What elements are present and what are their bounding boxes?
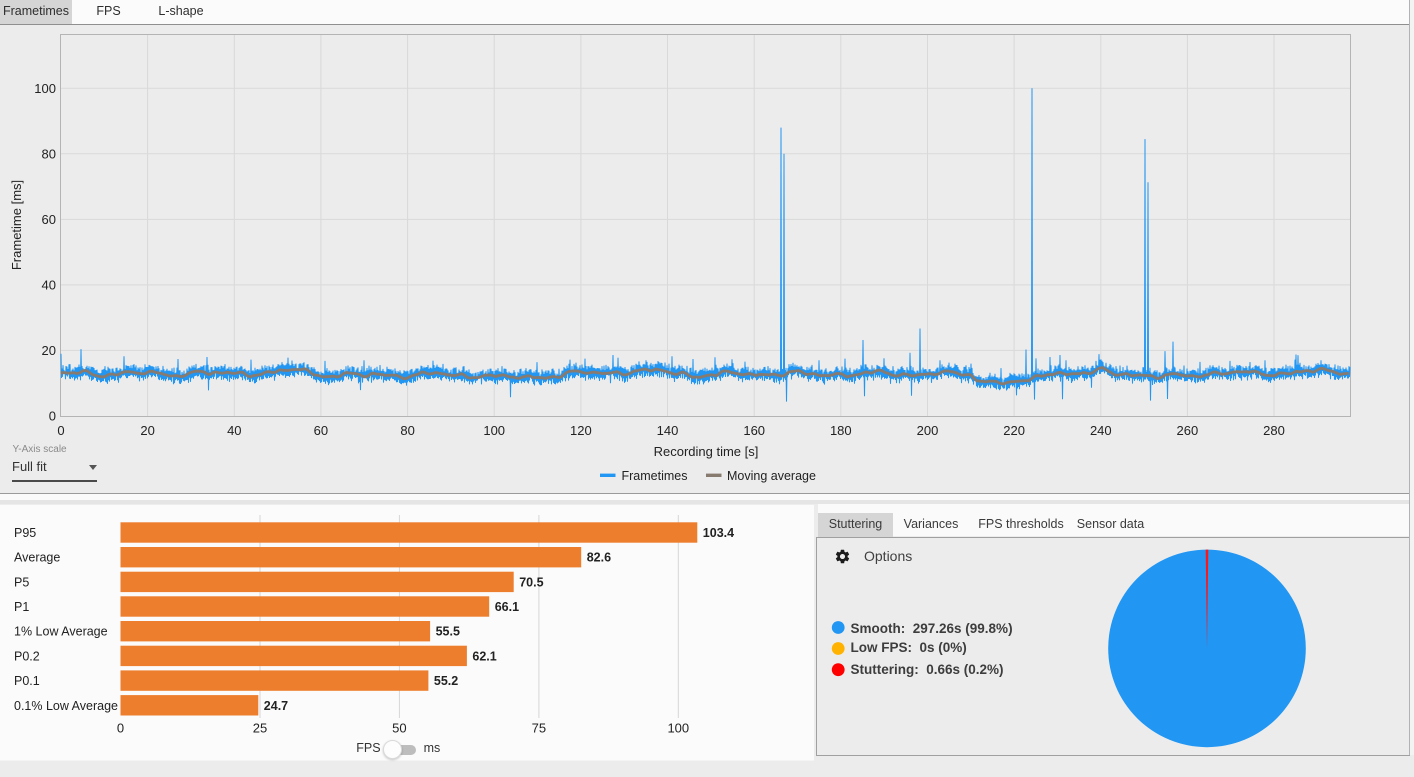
svg-text:Frametime [ms]: Frametime [ms] (9, 180, 24, 270)
svg-text:P1: P1 (14, 600, 29, 614)
svg-text:200: 200 (917, 423, 939, 438)
svg-text:Moving average: Moving average (727, 469, 816, 483)
svg-text:70.5: 70.5 (519, 575, 543, 589)
svg-text:20: 20 (42, 343, 56, 358)
svg-text:40: 40 (227, 423, 241, 438)
svg-text:82.6: 82.6 (587, 550, 611, 564)
svg-text:Average: Average (14, 550, 60, 564)
svg-text:55.2: 55.2 (434, 674, 458, 688)
svg-text:24.7: 24.7 (264, 698, 288, 712)
svg-text:P95: P95 (14, 526, 36, 540)
svg-text:55.5: 55.5 (436, 624, 460, 638)
svg-text:75: 75 (532, 720, 546, 735)
svg-text:40: 40 (42, 277, 56, 292)
svg-text:100: 100 (483, 423, 505, 438)
svg-text:50: 50 (392, 720, 406, 735)
svg-text:240: 240 (1090, 423, 1112, 438)
svg-text:66.1: 66.1 (495, 600, 519, 614)
svg-text:0: 0 (49, 409, 56, 424)
svg-text:160: 160 (743, 423, 765, 438)
svg-text:100: 100 (34, 81, 56, 96)
svg-text:80: 80 (42, 146, 56, 161)
svg-text:103.4: 103.4 (703, 526, 734, 540)
svg-text:120: 120 (570, 423, 592, 438)
svg-text:Frametimes: Frametimes (622, 469, 688, 483)
svg-text:P0.1: P0.1 (14, 674, 40, 688)
svg-text:60: 60 (42, 212, 56, 227)
svg-text:280: 280 (1263, 423, 1285, 438)
svg-text:1% Low Average: 1% Low Average (14, 624, 108, 638)
svg-text:260: 260 (1177, 423, 1199, 438)
svg-text:20: 20 (140, 423, 154, 438)
svg-text:100: 100 (667, 720, 689, 735)
svg-text:62.1: 62.1 (472, 649, 496, 663)
svg-text:Recording time [s]: Recording time [s] (654, 444, 759, 459)
svg-text:0.1% Low Average: 0.1% Low Average (14, 698, 118, 712)
svg-text:60: 60 (314, 423, 328, 438)
svg-text:80: 80 (400, 423, 414, 438)
svg-text:P5: P5 (14, 575, 29, 589)
svg-text:180: 180 (830, 423, 852, 438)
svg-text:0: 0 (117, 720, 124, 735)
svg-text:220: 220 (1003, 423, 1025, 438)
svg-text:P0.2: P0.2 (14, 649, 40, 663)
svg-text:140: 140 (657, 423, 679, 438)
svg-text:0: 0 (57, 423, 64, 438)
svg-text:25: 25 (253, 720, 267, 735)
